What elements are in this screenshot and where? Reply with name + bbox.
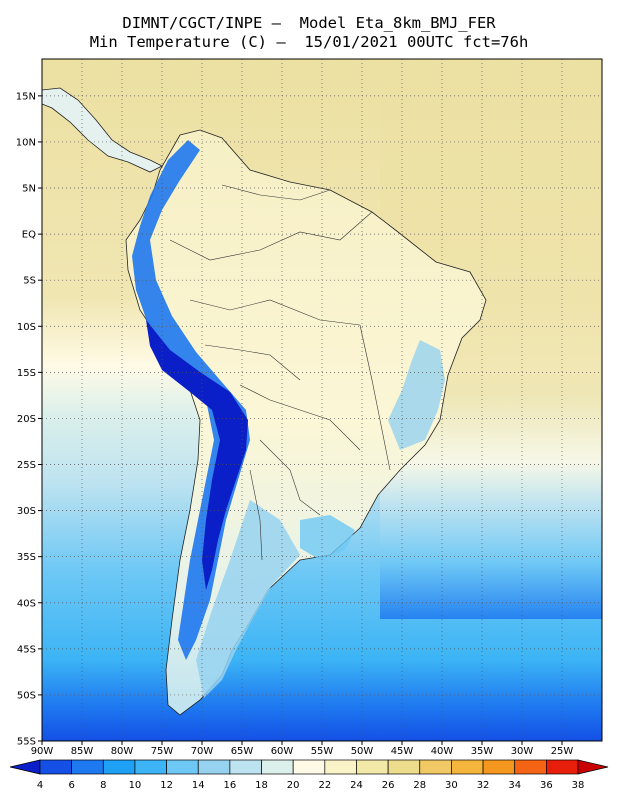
lat-label: 15S	[17, 368, 36, 379]
colorbar-tick-label: 20	[287, 780, 300, 791]
colorbar-cell	[261, 759, 294, 775]
lon-label: 85W	[71, 746, 94, 757]
lon-label: 55W	[311, 746, 334, 757]
lat-label: 10N	[16, 137, 36, 148]
lat-label: 15N	[16, 91, 36, 102]
colorbar-tick-label: 38	[572, 780, 585, 791]
uruguay-cool-area	[300, 515, 355, 560]
lat-label: EQ	[22, 230, 36, 241]
central-america-landmass	[41, 87, 163, 173]
lon-label: 40W	[431, 746, 454, 757]
colorbar-tick-label: 8	[100, 780, 106, 791]
colorbar-tick-label: 28	[413, 780, 426, 791]
colorbar-cell	[71, 759, 104, 775]
lat-label: 20S	[17, 414, 36, 425]
lon-label: 80W	[111, 746, 134, 757]
colorbar-cell	[197, 759, 231, 775]
colorbar-cell	[229, 759, 262, 775]
lon-label: 25W	[551, 746, 574, 757]
country-borders	[169, 184, 391, 561]
colorbar-cell	[324, 759, 357, 775]
andes-coldest-core	[146, 320, 248, 590]
colorbar-cell	[419, 759, 452, 775]
lat-label: 10S	[17, 322, 36, 333]
lat-label: 30S	[17, 506, 36, 517]
colorbar-cell	[387, 759, 421, 775]
map-frame	[41, 58, 603, 742]
colorbar-tick-label: 30	[445, 780, 458, 791]
colorbar-tick-label: 34	[508, 780, 521, 791]
colorbar-tick-label: 4	[37, 780, 43, 791]
colorbar-tick-label: 36	[540, 780, 553, 791]
lon-label: 45W	[391, 746, 414, 757]
colorbar-tick-label: 10	[129, 780, 142, 791]
lat-label: 25S	[17, 460, 36, 471]
colorbar-tick-label: 32	[477, 780, 490, 791]
colorbar-tick-label: 26	[382, 780, 395, 791]
colorbar-cell	[292, 759, 326, 775]
longitude-labels: 90W 85W 80W 75W 70W 65W 60W 55W 50W 45W 40W 35W 30W 2…	[31, 741, 574, 757]
colorbar-tick-label: 6	[68, 780, 74, 791]
colorbar-tick-label: 12	[160, 780, 173, 791]
colorbar-tick-label: 14	[192, 780, 205, 791]
brazil-plateau-cool-area	[388, 340, 445, 450]
colorbar-cell	[514, 759, 547, 775]
lon-label: 75W	[151, 746, 174, 757]
colorbar-cell	[39, 759, 72, 775]
lat-label: 55S	[17, 737, 36, 748]
lat-lon-grid	[42, 59, 602, 741]
colorbar-cell	[356, 759, 389, 775]
lat-label: 5N	[22, 184, 36, 195]
lat-label: 45S	[17, 644, 36, 655]
colorbar-cell	[546, 759, 579, 775]
colorbar-tick-label: 24	[350, 780, 363, 791]
colorbar-cell	[166, 759, 199, 775]
lon-label: 65W	[231, 746, 254, 757]
colorbar-tick-label: 22	[318, 780, 331, 791]
colorbar-cell	[451, 759, 484, 775]
lon-label: 70W	[191, 746, 214, 757]
colorbar: 4 6 8 10 12 14 16 18 20 22 24 26 28 30 32 34 36 38	[9, 759, 609, 791]
colorbar-cell	[134, 759, 167, 775]
colorbar-tick-label: 16	[224, 780, 237, 791]
lon-label: 90W	[31, 746, 54, 757]
latitude-labels: 15N 10N 5N EQ 5S 10S 15S 20S 25S 30S 35S 40S 45S 50S 5…	[16, 91, 42, 748]
lat-label: 40S	[17, 598, 36, 609]
colorbar-cell	[9, 759, 41, 775]
map-title-line-2: Min Temperature (C) – 15/01/2021 00UTC f…	[89, 33, 529, 51]
lat-label: 50S	[17, 690, 36, 701]
colorbar-tick-label: 18	[255, 780, 268, 791]
lon-label: 35W	[471, 746, 494, 757]
lon-label: 30W	[511, 746, 534, 757]
lon-label: 60W	[271, 746, 294, 757]
lat-label: 35S	[17, 552, 36, 563]
lon-label: 50W	[351, 746, 374, 757]
colorbar-cell	[482, 759, 516, 775]
map-title-line-1: DIMNT/CGCT/INPE – Model Eta_8km_BMJ_FER	[122, 14, 496, 32]
colorbar-cell	[577, 759, 609, 775]
colorbar-cell	[102, 759, 136, 775]
lat-label: 5S	[23, 276, 36, 287]
